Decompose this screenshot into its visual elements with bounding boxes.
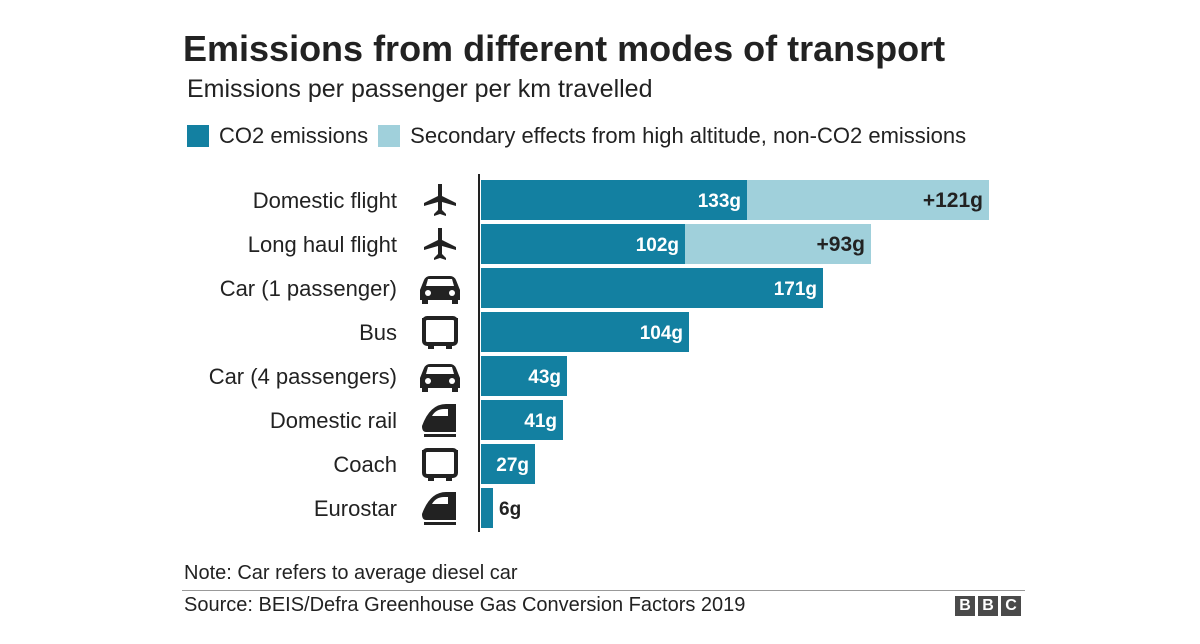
bar-co2	[481, 312, 689, 352]
category-label: Bus	[359, 320, 397, 345]
chart-source: Source: BEIS/Defra Greenhouse Gas Conver…	[184, 594, 746, 616]
data-label: +121g	[923, 189, 983, 212]
logo-letter: B	[955, 596, 975, 616]
chart-title: Emissions from different modes of transp…	[183, 28, 946, 69]
bar-secondary	[747, 180, 989, 220]
plane-icon	[424, 228, 456, 260]
bus-icon	[422, 448, 458, 481]
legend-item-secondary: Secondary effects from high altitude, no…	[378, 123, 966, 149]
legend-swatch-secondary	[378, 125, 401, 147]
data-label: +93g	[817, 233, 865, 256]
train-icon	[422, 492, 456, 525]
category-label: Domestic rail	[270, 408, 397, 433]
bar-co2	[481, 356, 567, 396]
car-icon	[420, 364, 460, 392]
data-label: 6g	[499, 499, 521, 520]
source-divider	[182, 590, 1025, 591]
logo-letter: B	[978, 596, 998, 616]
car-icon	[420, 276, 460, 304]
category-label: Coach	[333, 452, 397, 477]
category-label: Domestic flight	[253, 188, 397, 213]
data-label: 41g	[524, 411, 557, 432]
category-label: Car (4 passengers)	[209, 364, 397, 389]
legend-item-co2: CO2 emissions	[187, 123, 368, 149]
data-label: 102g	[636, 235, 679, 256]
data-label: 171g	[774, 279, 817, 300]
legend: CO2 emissions Secondary effects from hig…	[187, 121, 966, 151]
bar-secondary	[685, 224, 871, 264]
legend-label-co2: CO2 emissions	[219, 123, 369, 148]
bar-co2	[481, 488, 493, 528]
plane-icon	[424, 184, 456, 216]
bar-co2	[481, 268, 823, 308]
bar-chart: Domestic flight 133g +121g Long haul flight…	[209, 174, 989, 532]
bar-co2	[481, 400, 563, 440]
category-label: Eurostar	[314, 496, 397, 521]
bar-co2	[481, 444, 535, 484]
data-label: 133g	[698, 191, 741, 212]
data-label: 27g	[496, 455, 529, 476]
category-label: Car (1 passenger)	[220, 276, 397, 301]
chart-note: Note: Car refers to average diesel car	[184, 562, 518, 584]
data-label: 104g	[640, 323, 683, 344]
logo-letter: C	[1001, 596, 1021, 616]
category-label: Long haul flight	[248, 232, 397, 257]
bus-icon	[422, 316, 458, 349]
bar-co2	[481, 224, 685, 264]
train-icon	[422, 404, 456, 437]
legend-swatch-co2	[187, 125, 209, 147]
bbc-logo: B B C	[952, 596, 1021, 616]
bar-co2	[481, 180, 747, 220]
chart-subtitle: Emissions per passenger per km travelled	[187, 75, 653, 103]
legend-label-secondary: Secondary effects from high altitude, no…	[410, 123, 967, 148]
data-label: 43g	[528, 367, 561, 388]
